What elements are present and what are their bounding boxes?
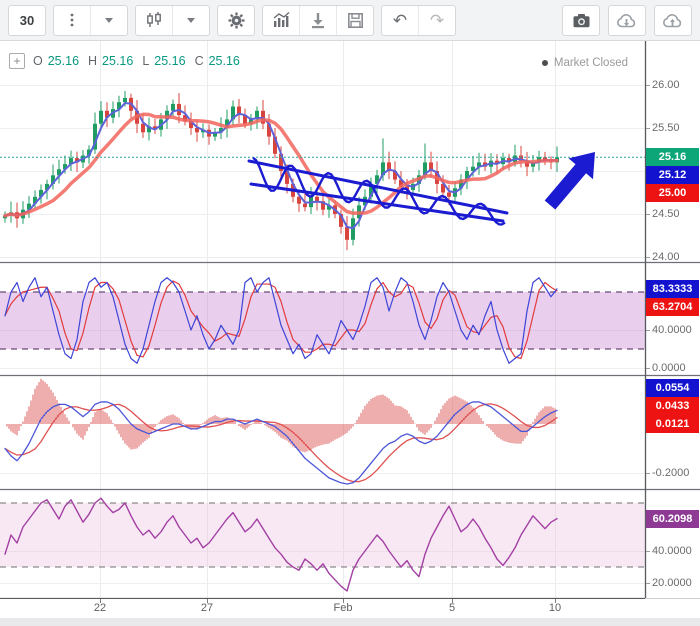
snapshot-button[interactable] (563, 6, 599, 35)
chevron-down-icon (105, 17, 113, 23)
camera-icon (573, 13, 589, 27)
download-icon (312, 12, 324, 28)
close-label: C (194, 54, 204, 68)
low-label: L (142, 54, 150, 68)
undo-icon: ↶ (392, 10, 408, 30)
save-button[interactable] (336, 5, 373, 35)
vertical-dots-icon (70, 13, 74, 27)
settings-button[interactable] (218, 6, 254, 35)
undo-button[interactable]: ↶ (382, 6, 418, 35)
low-value: 25.16 (154, 54, 186, 68)
chart-menu-button[interactable] (54, 6, 90, 35)
redo-icon: ↷ (429, 10, 445, 30)
indicators-icon (273, 11, 289, 27)
stochastic-pane (0, 277, 645, 369)
market-status: Market Closed (541, 57, 628, 69)
gear-icon (227, 11, 245, 29)
floppy-save-icon (347, 12, 363, 28)
time-axis[interactable] (0, 599, 645, 618)
status-text: Market Closed (553, 57, 628, 69)
macd-pane (0, 378, 645, 485)
open-label: O (33, 54, 43, 68)
cloud-upload-icon (663, 13, 682, 27)
redo-button[interactable]: ↷ (418, 5, 455, 35)
up-arrow-drawing[interactable] (544, 152, 595, 210)
open-value: 25.16 (47, 54, 80, 68)
bottom-strip (0, 618, 700, 626)
chevron-down-icon (187, 17, 195, 23)
toolbar: 30 (0, 0, 700, 41)
time-axis-background (0, 599, 700, 618)
high-value: 25.16 (102, 54, 134, 68)
status-dot-icon (541, 60, 548, 66)
cloud-load-button[interactable] (609, 6, 645, 35)
high-label: H (88, 54, 98, 68)
add-symbol-icon[interactable]: + (9, 53, 25, 69)
candlestick-style-icon (147, 12, 161, 27)
indicators-button[interactable] (263, 6, 299, 35)
download-button[interactable] (299, 5, 336, 35)
main-price-pane (0, 85, 645, 258)
trend-channel-drawing[interactable] (247, 156, 509, 226)
close-value: 25.16 (208, 54, 240, 68)
chart-style-button[interactable] (136, 6, 172, 35)
rsi-pane (0, 497, 645, 592)
interval-button[interactable]: 30 (19, 12, 35, 28)
ohlc-legend: + O 25.16 H 25.16 L 25.16 C 25.16 (9, 53, 244, 69)
chart-style-dropdown[interactable] (172, 5, 209, 35)
price-scale[interactable] (646, 41, 700, 598)
cloud-save-button[interactable] (655, 6, 691, 35)
cloud-download-icon (617, 13, 636, 27)
chart-menu-dropdown[interactable] (90, 5, 127, 35)
